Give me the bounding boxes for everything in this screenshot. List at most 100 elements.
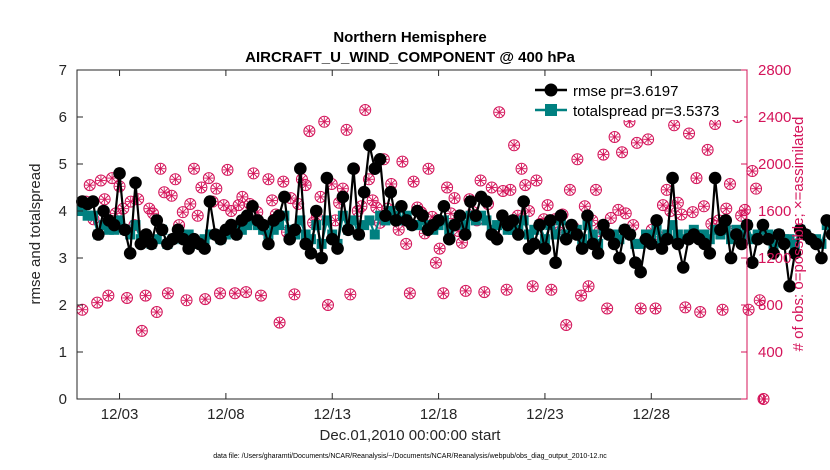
obs-possible-point bbox=[217, 199, 230, 212]
obs-assimilated-point bbox=[572, 154, 583, 165]
obs-possible-point bbox=[176, 206, 189, 219]
rmse-point bbox=[543, 214, 557, 227]
obs-assimilated-point bbox=[591, 185, 601, 195]
obs-assimilated-point bbox=[77, 304, 88, 315]
obs-possible-point bbox=[575, 289, 588, 302]
obs-possible-point bbox=[522, 205, 535, 217]
x-tick-label: 12/08 bbox=[207, 406, 245, 423]
rmse-point bbox=[315, 251, 328, 265]
rmse-point bbox=[246, 200, 259, 213]
totalspread-point bbox=[518, 215, 529, 226]
obs-possible-point bbox=[195, 181, 208, 194]
obs-possible-point bbox=[526, 280, 539, 293]
obs-assimilated-point bbox=[211, 183, 222, 194]
rmse-point bbox=[714, 223, 727, 237]
totalspread-point bbox=[508, 224, 519, 235]
obs-assimilated-point bbox=[602, 303, 612, 314]
rmse-point bbox=[118, 223, 132, 237]
obs-possible-point bbox=[169, 173, 182, 186]
obs-possible-point bbox=[545, 283, 558, 296]
obs-assimilated-point bbox=[475, 175, 486, 186]
obs-assimilated-point bbox=[181, 295, 192, 306]
rmse-point bbox=[602, 228, 616, 241]
rmse-point bbox=[145, 237, 158, 251]
obs-possible-point bbox=[519, 179, 532, 192]
obs-possible-point bbox=[690, 172, 703, 185]
obs-possible-point bbox=[135, 324, 148, 337]
rmse-point bbox=[272, 209, 286, 222]
rmse-point bbox=[629, 256, 642, 270]
obs-possible-point bbox=[694, 306, 707, 319]
obs-possible-point bbox=[184, 197, 197, 210]
rmse-point bbox=[458, 228, 472, 241]
obs-possible-point bbox=[716, 303, 729, 316]
obs-assimilated-point bbox=[449, 193, 460, 203]
rmse-point bbox=[464, 195, 477, 208]
obs-assimilated-point bbox=[661, 185, 672, 195]
obs-assimilated-point bbox=[583, 281, 594, 291]
rmse-point bbox=[746, 256, 759, 270]
obs-assimilated-point bbox=[486, 182, 497, 193]
y2-tick-label: 2000 bbox=[758, 156, 791, 173]
obs-assimilated-point bbox=[248, 168, 259, 179]
obs-assimilated-point bbox=[658, 200, 668, 210]
rmse-point bbox=[107, 218, 121, 232]
obs-assimilated-point bbox=[580, 201, 590, 212]
rmse-point bbox=[506, 214, 520, 227]
obs-assimilated-point bbox=[702, 145, 713, 155]
obs-assimilated-point bbox=[256, 290, 266, 301]
obs-possible-point bbox=[340, 123, 353, 136]
obs-assimilated-point bbox=[140, 290, 151, 301]
obs-possible-point bbox=[757, 393, 770, 405]
rmse-point bbox=[91, 228, 105, 241]
obs-possible-point bbox=[530, 174, 543, 187]
rmse-point bbox=[395, 200, 408, 213]
obs-assimilated-point bbox=[743, 304, 754, 315]
rmse-point bbox=[171, 223, 185, 237]
obs-possible-point bbox=[362, 173, 375, 186]
y-tick-label: 0 bbox=[59, 391, 67, 408]
rmse-point bbox=[767, 247, 780, 260]
rmse-point bbox=[480, 195, 493, 208]
obs-possible-point bbox=[236, 190, 249, 203]
obs-assimilated-point bbox=[196, 182, 207, 193]
x-tick-label: 12/18 bbox=[420, 406, 458, 423]
obs-possible-point bbox=[504, 183, 517, 196]
y-tick-label: 2 bbox=[59, 297, 67, 314]
totalspread-point bbox=[114, 215, 125, 226]
rmse-point bbox=[777, 237, 791, 251]
rmse-point bbox=[331, 242, 344, 255]
rmse-point bbox=[166, 232, 180, 246]
totalspread-point bbox=[646, 229, 657, 240]
rmse-point bbox=[405, 218, 419, 232]
rmse-point bbox=[288, 223, 302, 237]
obs-assimilated-point bbox=[84, 180, 95, 190]
obs-assimilated-point bbox=[263, 174, 274, 185]
obs-possible-point bbox=[597, 148, 610, 161]
rmse-point bbox=[442, 232, 456, 246]
obs-assimilated-point bbox=[680, 302, 691, 313]
rmse-point bbox=[139, 228, 153, 241]
obs-assimilated-point bbox=[315, 192, 326, 202]
rmse-point bbox=[554, 209, 568, 222]
obs-possible-point bbox=[634, 302, 647, 315]
totalspread-point bbox=[587, 229, 598, 240]
rmse-point bbox=[336, 190, 350, 204]
rmse-point bbox=[453, 209, 467, 222]
rmse-point bbox=[533, 218, 546, 232]
rmse-point bbox=[177, 232, 190, 246]
rmse-point bbox=[751, 232, 764, 246]
totalspread-point bbox=[321, 215, 332, 226]
totalspread-point bbox=[359, 220, 370, 231]
obs-assimilated-point bbox=[107, 173, 117, 183]
obs-assimilated-point bbox=[505, 185, 516, 195]
obs-possible-point bbox=[496, 185, 509, 198]
rmse-point bbox=[214, 232, 227, 246]
obs-possible-point bbox=[630, 136, 643, 149]
obs-assimilated-point bbox=[218, 200, 229, 210]
obs-possible-point bbox=[750, 182, 763, 195]
obs-possible-point bbox=[165, 189, 178, 202]
obs-assimilated-point bbox=[274, 317, 285, 328]
obs-possible-point bbox=[344, 288, 357, 301]
rmse-point bbox=[676, 261, 690, 274]
